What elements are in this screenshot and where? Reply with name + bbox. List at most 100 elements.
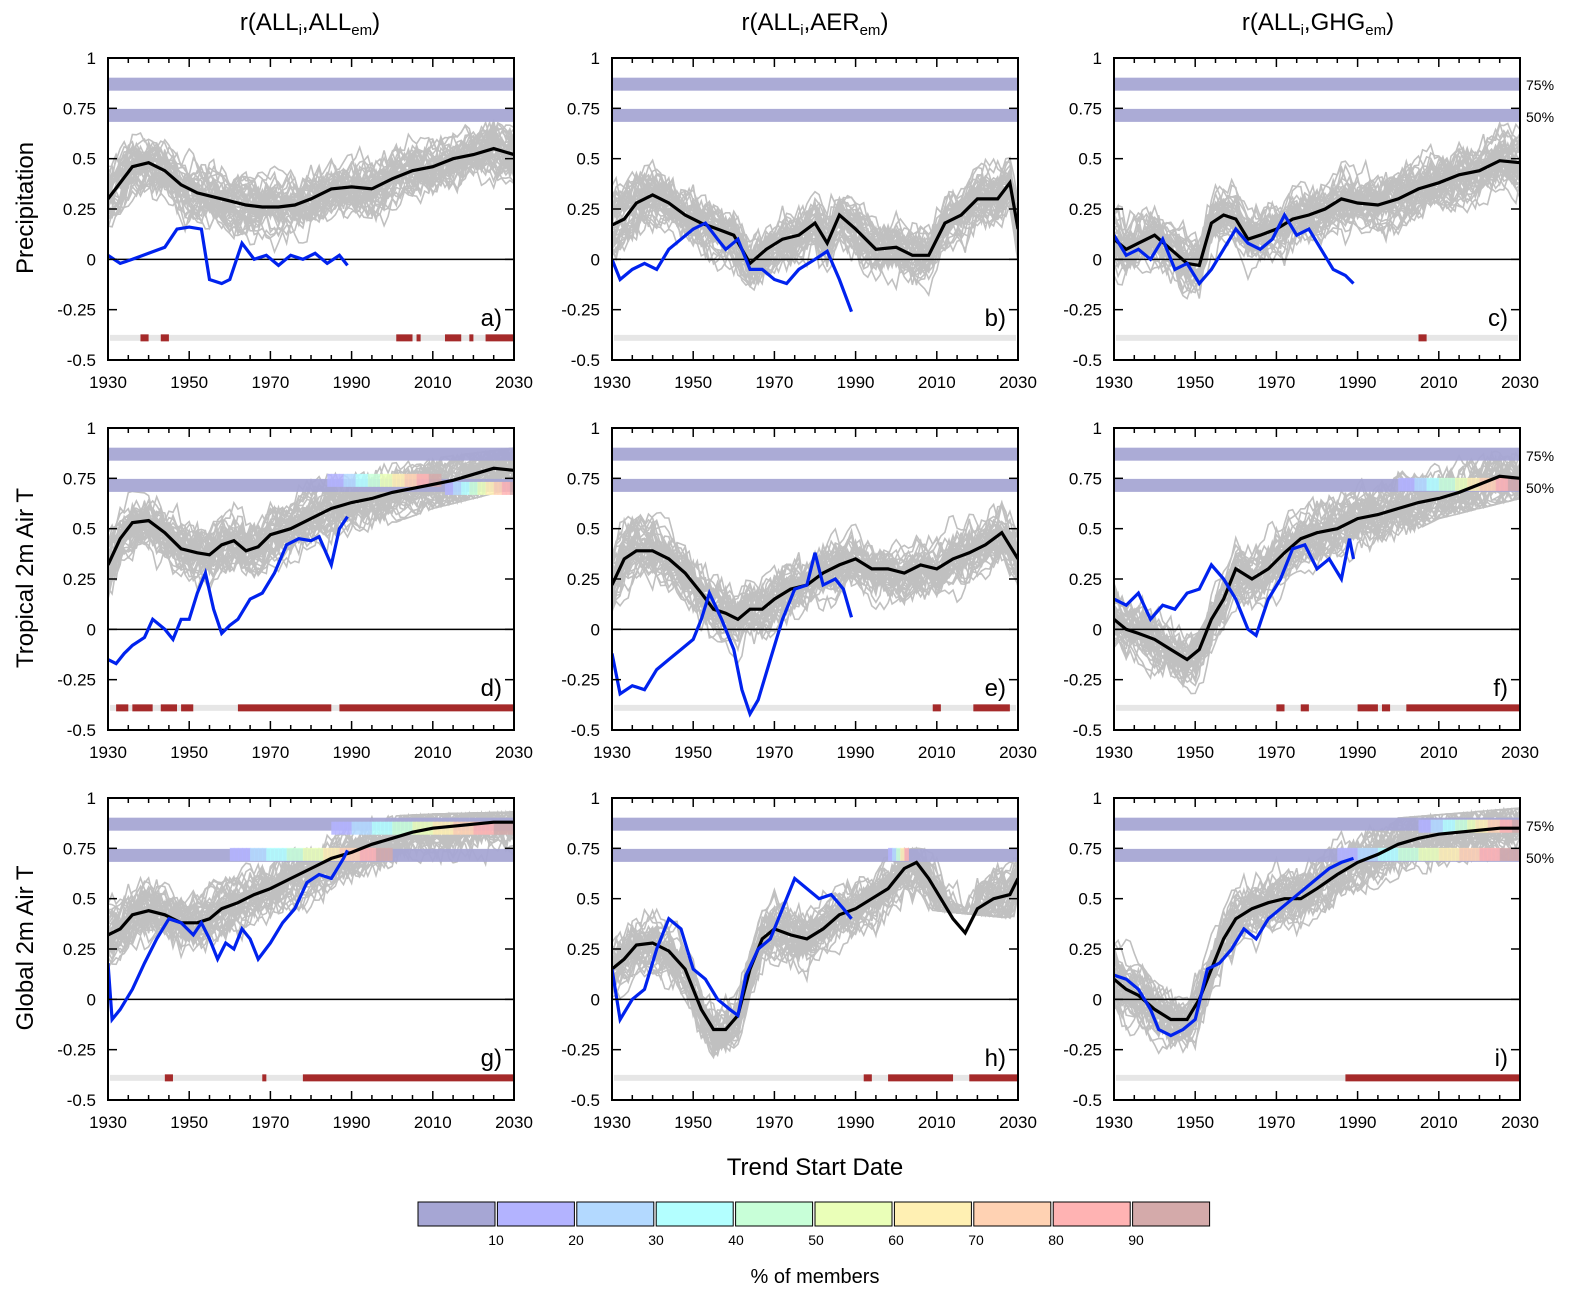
x-tick-label: 1930 [593, 373, 631, 392]
percent-overlay-cell [493, 481, 499, 495]
observation-line [612, 552, 854, 718]
significance-segment [396, 334, 413, 342]
percent-overlay-cell [461, 481, 466, 495]
percent-overlay-cell [416, 821, 422, 835]
x-tick-label: 1950 [674, 373, 712, 392]
threshold-band-50 [612, 108, 1018, 122]
percent-overlay-cell [371, 473, 377, 487]
percent-overlay-cell [1450, 477, 1456, 491]
threshold-band-50 [612, 848, 1018, 862]
percent-overlay-cell [339, 821, 344, 835]
observation-line [612, 875, 853, 1025]
percent-overlay-cell [444, 481, 450, 495]
percent-overlay-cell [509, 481, 514, 495]
percent-overlay-cell [1398, 477, 1403, 491]
percent-overlay-cell [420, 821, 426, 835]
y-tick-label: 0.75 [1069, 839, 1102, 858]
panel-a: -0.5 -0.25 0 0.25 0.5 0.75 1 1930 1950 1970 1990 20… [57, 49, 533, 392]
x-tick-label: 1990 [333, 373, 371, 392]
panel-e: -0.5 -0.25 0 0.25 0.5 0.75 1 1930 1950 1970 1990 20… [561, 419, 1037, 762]
x-tick-label: 1950 [1176, 743, 1214, 762]
percent-overlay-cell [1503, 477, 1509, 491]
colorbar-swatch [735, 1201, 814, 1227]
significance-segment [1300, 704, 1309, 712]
observation-line [1114, 856, 1355, 1038]
x-tick-label: 1950 [170, 1113, 208, 1132]
x-tick-label: 1990 [1339, 373, 1377, 392]
y-tick-label: -0.5 [67, 1091, 96, 1110]
y-tick-label: 1 [1093, 419, 1102, 438]
x-tick-label: 1950 [1176, 1113, 1214, 1132]
y-tick-label: -0.5 [1073, 721, 1102, 740]
panels-layer: -0.5 -0.25 0 0.25 0.5 0.75 1 1930 1950 1970 1990 20… [57, 49, 1539, 1132]
percent-overlay-cell [1491, 847, 1497, 861]
ensemble-member-line [108, 137, 514, 233]
percent-overlay-cell [1406, 847, 1411, 861]
percent-overlay-cell [424, 473, 430, 487]
significance-segment [973, 704, 1010, 712]
ensemble-member-line [108, 459, 514, 582]
percent-overlay-cell [1410, 847, 1415, 861]
significance-segment [339, 704, 514, 712]
percent-overlay-cell [1471, 847, 1476, 861]
y-tick-label: -0.5 [571, 721, 600, 740]
y-tick-label: 1 [591, 49, 600, 68]
percent-overlay-cell [306, 847, 312, 861]
percent-overlay-cell [298, 847, 304, 861]
y-tick-label: 0.75 [567, 99, 600, 118]
percent-overlay-cell [1483, 477, 1489, 491]
x-tick-label: 1970 [755, 743, 793, 762]
x-tick-label: 2010 [918, 373, 956, 392]
ensemble-member-line [1114, 816, 1520, 1035]
percent-overlay-cell [1459, 847, 1464, 861]
x-tick-label: 1970 [251, 1113, 289, 1132]
x-tick-label: 1970 [1257, 373, 1295, 392]
percent-overlay-cell [1369, 847, 1375, 861]
significance-strip [614, 334, 1016, 341]
y-tick-label: 0 [1093, 620, 1102, 639]
percent-overlay-cell [335, 473, 340, 487]
percent-overlay-cell [400, 473, 405, 487]
x-tick-label: 1930 [1095, 373, 1133, 392]
y-tick-label: -0.25 [57, 301, 96, 320]
y-tick-label: 0.25 [567, 940, 600, 959]
x-tick-label: 1950 [1176, 373, 1214, 392]
percent-overlay-cell [1499, 819, 1505, 833]
percent-overlay-cell [449, 481, 454, 495]
percent-overlay-cell [1463, 819, 1468, 833]
percent-overlay-cell [388, 821, 393, 835]
percent-overlay-cell [469, 821, 474, 835]
significance-segment [132, 704, 153, 712]
threshold-band-75 [108, 77, 514, 91]
percent-overlay-cell [1390, 847, 1395, 861]
percent-overlay-cell [1345, 847, 1350, 861]
y-tick-label: 0.5 [576, 890, 600, 909]
percent-overlay-cell [453, 821, 458, 835]
percent-overlay-cell [282, 847, 288, 861]
percent-overlay-cell [1414, 477, 1419, 491]
significance-strip [1116, 704, 1518, 711]
y-tick-label: 0 [87, 990, 96, 1009]
ensemble-member-line [108, 471, 514, 575]
percent-overlay-cell [485, 821, 491, 835]
x-tick-label: 1970 [755, 1113, 793, 1132]
percent-overlay-cell [1479, 847, 1484, 861]
percent-overlay-cell [1398, 847, 1403, 861]
colorbar-swatch [496, 1201, 575, 1227]
colorbar-tick-90: 90 [1128, 1232, 1144, 1248]
ensemble-mean-line [612, 860, 1018, 1032]
significance-segment [1345, 1074, 1520, 1082]
percent-overlay-cell [1471, 819, 1476, 833]
y-tick-label: 0.5 [72, 520, 96, 539]
y-tick-label: -0.5 [571, 351, 600, 370]
row-title-global-air-t: Global 2m Air T [12, 865, 39, 1030]
percent-overlay-cell [505, 481, 511, 495]
significance-segment [181, 704, 194, 712]
x-tick-label: 2030 [999, 373, 1037, 392]
significance-strip [614, 1074, 1016, 1081]
percent-overlay-cell [343, 473, 349, 487]
significance-segment [116, 704, 129, 712]
percent-overlay-cell [900, 847, 905, 861]
percent-overlay-cell [331, 847, 336, 861]
x-tick-label: 1970 [251, 373, 289, 392]
